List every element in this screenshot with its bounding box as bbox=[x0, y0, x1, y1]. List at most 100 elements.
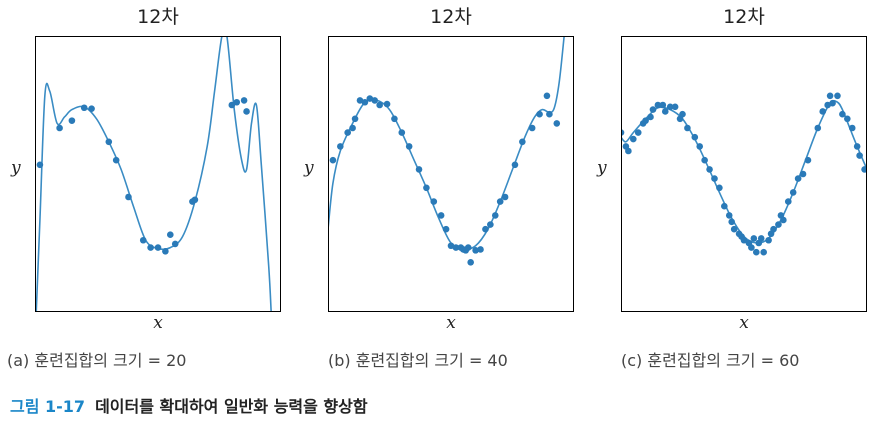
data-point bbox=[68, 117, 76, 124]
data-point bbox=[691, 133, 699, 141]
data-point bbox=[826, 92, 834, 100]
data-point bbox=[56, 124, 63, 132]
data-point bbox=[487, 221, 494, 228]
data-point bbox=[630, 135, 637, 143]
data-point bbox=[546, 110, 553, 118]
data-point bbox=[391, 115, 398, 123]
data-point bbox=[423, 184, 430, 192]
data-point bbox=[243, 108, 250, 115]
data-point bbox=[536, 110, 543, 118]
data-point bbox=[814, 124, 822, 132]
data-point bbox=[634, 129, 642, 136]
data-point bbox=[740, 236, 748, 244]
data-point bbox=[228, 101, 236, 109]
data-point bbox=[491, 212, 499, 219]
data-point bbox=[819, 108, 827, 115]
data-point bbox=[799, 170, 807, 178]
data-point bbox=[716, 184, 723, 192]
panel-a: 12차 y x (a) 훈련집합의 크기 = 20 bbox=[7, 0, 281, 370]
data-point bbox=[233, 98, 241, 106]
data-point bbox=[839, 110, 846, 118]
data-point bbox=[753, 248, 760, 256]
data-point bbox=[844, 115, 851, 123]
data-point bbox=[467, 259, 474, 266]
chart-plot bbox=[328, 36, 574, 312]
data-point bbox=[528, 124, 536, 132]
data-point bbox=[351, 115, 359, 123]
panel-b: 12차 y x (b) 훈련집합의 크기 = 40 bbox=[304, 0, 574, 370]
data-point bbox=[36, 161, 44, 169]
data-point bbox=[684, 124, 691, 132]
data-point bbox=[482, 225, 489, 233]
data-point bbox=[154, 244, 162, 251]
data-point bbox=[171, 240, 179, 248]
y-axis-label: y bbox=[304, 158, 314, 178]
chart-title: 12차 bbox=[137, 6, 179, 28]
panel-caption: (a) 훈련집합의 크기 = 20 bbox=[7, 351, 187, 370]
data-point bbox=[775, 221, 782, 228]
data-point bbox=[848, 124, 856, 132]
data-point bbox=[701, 156, 708, 164]
figure-number: 그림 1-17 bbox=[10, 397, 86, 416]
data-point bbox=[472, 247, 479, 254]
data-point bbox=[760, 248, 767, 256]
data-point bbox=[721, 202, 728, 210]
data-point bbox=[625, 147, 632, 155]
data-point bbox=[496, 198, 504, 205]
data-point bbox=[834, 92, 841, 100]
plot-area bbox=[621, 92, 867, 256]
data-point bbox=[659, 101, 667, 109]
data-point bbox=[696, 143, 704, 150]
data-point bbox=[647, 113, 654, 121]
data-point bbox=[750, 235, 758, 242]
data-point bbox=[147, 244, 154, 251]
data-point bbox=[511, 161, 519, 169]
data-point bbox=[649, 106, 657, 113]
chart-plot bbox=[621, 36, 867, 312]
data-point bbox=[679, 110, 686, 118]
data-point bbox=[861, 166, 867, 173]
data-point bbox=[112, 156, 120, 164]
data-point bbox=[730, 225, 738, 233]
data-point bbox=[666, 103, 674, 111]
data-point bbox=[105, 138, 113, 146]
data-point bbox=[344, 129, 351, 136]
data-point bbox=[88, 105, 95, 112]
data-point bbox=[728, 218, 735, 226]
data-point bbox=[240, 97, 248, 104]
chart-title: 12차 bbox=[723, 6, 765, 28]
data-point bbox=[376, 101, 383, 109]
chart-title: 12차 bbox=[430, 6, 472, 28]
data-point bbox=[780, 216, 787, 224]
data-point bbox=[477, 246, 484, 253]
data-point bbox=[398, 129, 406, 136]
data-point bbox=[361, 98, 369, 106]
data-point bbox=[405, 143, 413, 150]
data-point bbox=[452, 244, 460, 251]
chart-plot bbox=[35, 36, 281, 312]
data-point bbox=[383, 100, 391, 108]
data-point bbox=[80, 104, 88, 112]
data-point bbox=[162, 247, 169, 255]
data-point bbox=[725, 212, 733, 219]
panel-c: 12차 y x (c) 훈련집합의 크기 = 60 bbox=[597, 0, 867, 370]
figure-caption-text: 데이터를 확대하여 일반화 능력을 향상함 bbox=[95, 397, 368, 416]
panel-caption: (c) 훈련집합의 크기 = 60 bbox=[621, 351, 800, 370]
data-point bbox=[671, 103, 679, 111]
data-point bbox=[757, 235, 765, 242]
data-point bbox=[654, 101, 662, 109]
data-point bbox=[765, 236, 772, 244]
data-point bbox=[804, 156, 812, 164]
data-point bbox=[464, 244, 472, 251]
data-point bbox=[337, 143, 344, 150]
data-point bbox=[706, 166, 713, 173]
plot-frame bbox=[621, 36, 867, 312]
data-point bbox=[442, 225, 450, 233]
data-point bbox=[125, 193, 132, 201]
data-point bbox=[856, 152, 863, 159]
data-point bbox=[415, 166, 423, 173]
data-point bbox=[711, 175, 718, 182]
data-point bbox=[430, 198, 438, 205]
x-axis-label: x bbox=[739, 313, 749, 333]
data-point bbox=[642, 117, 649, 124]
